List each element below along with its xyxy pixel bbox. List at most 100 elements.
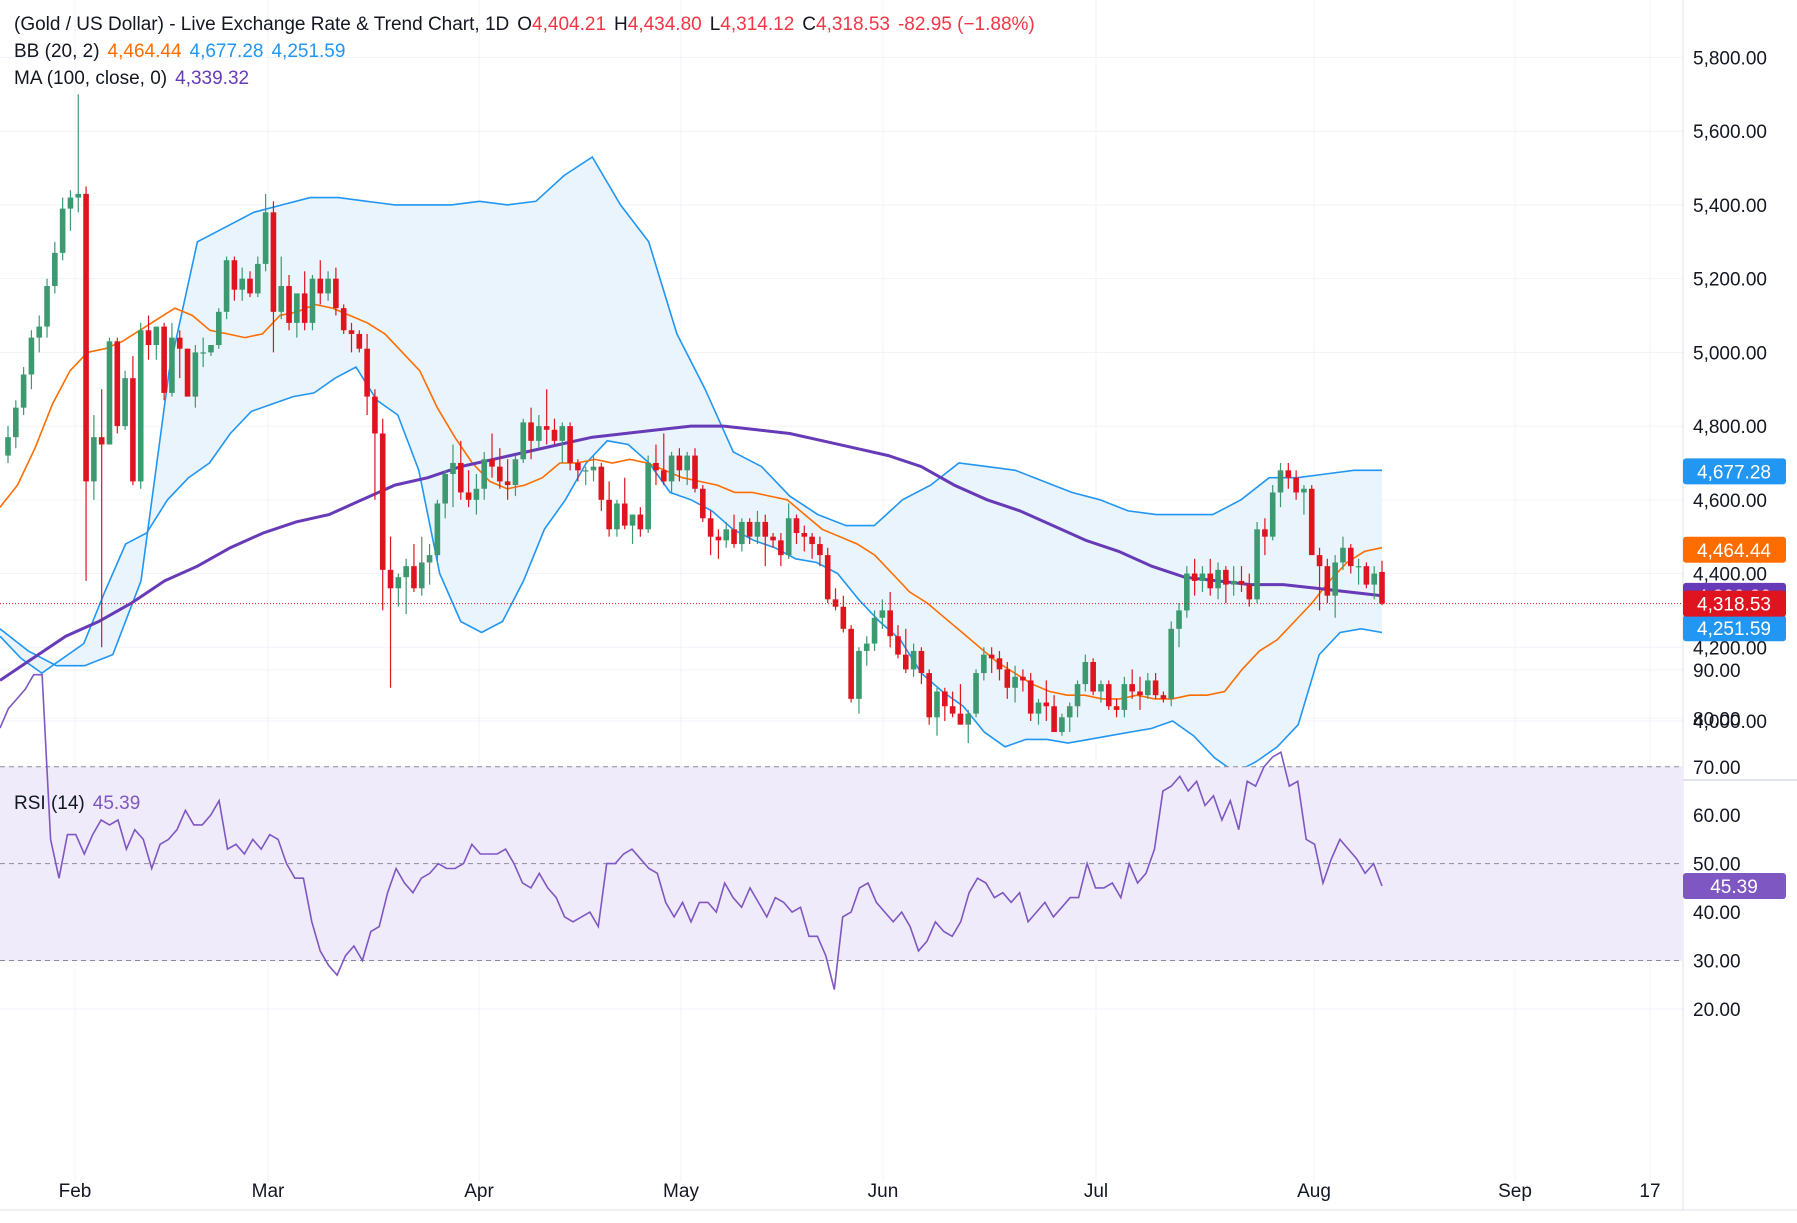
candle-body bbox=[942, 691, 948, 707]
open-value: 4,404.21 bbox=[532, 14, 607, 35]
candle-body bbox=[762, 521, 769, 537]
candle-body bbox=[512, 459, 519, 486]
price-tick-label: 5,200.00 bbox=[1693, 270, 1767, 291]
open-label: O bbox=[517, 14, 533, 35]
candle-body bbox=[1051, 706, 1057, 733]
candle-body bbox=[567, 426, 573, 463]
candle-body bbox=[44, 286, 50, 327]
candle-body bbox=[1277, 470, 1284, 493]
candle-body bbox=[965, 713, 972, 725]
candle-body bbox=[395, 577, 402, 589]
candle-body bbox=[739, 521, 745, 545]
candle-body bbox=[465, 492, 472, 500]
candle-body bbox=[590, 466, 597, 471]
candle-body bbox=[114, 341, 121, 427]
candle-body bbox=[270, 212, 277, 312]
bb-upper-line bbox=[0, 155, 1382, 667]
candle-body bbox=[582, 470, 589, 472]
candle-body bbox=[1371, 573, 1377, 585]
bb-upper-tag-bg bbox=[1683, 458, 1786, 485]
candle-body bbox=[153, 326, 160, 346]
candle-body bbox=[1059, 717, 1065, 733]
bb-legend[interactable]: BB (20, 2) 4,464.44 4,677.28 4,251.59 bbox=[14, 41, 353, 63]
candle-body bbox=[1262, 529, 1268, 537]
rsi-tick-label: 70.00 bbox=[1693, 758, 1741, 779]
candle-body bbox=[824, 555, 831, 600]
price-axis: 4,000.00 4,200.00 4,400.00 4,600.00 4,800.00… bbox=[59, 48, 1767, 1202]
candle-body bbox=[489, 459, 495, 467]
candle-body bbox=[684, 455, 690, 471]
candle-body bbox=[887, 610, 893, 637]
candle-body bbox=[325, 278, 331, 294]
candle-body bbox=[778, 540, 784, 556]
price-tags: 4,677.284,464.444,339.324,251.594,318.53… bbox=[1683, 458, 1786, 899]
candle-body bbox=[902, 654, 909, 670]
candle-body bbox=[723, 529, 730, 541]
candle-body bbox=[348, 330, 355, 334]
high-label: H bbox=[614, 14, 628, 35]
candle-body bbox=[255, 263, 261, 294]
close-value: 4,318.53 bbox=[816, 14, 890, 35]
candle-body bbox=[1184, 573, 1190, 611]
candle-body bbox=[28, 337, 35, 375]
price-tick-label: 4,400.00 bbox=[1693, 565, 1767, 586]
candle-body bbox=[973, 673, 979, 714]
candle-body bbox=[1340, 547, 1346, 563]
ma-label: MA (100, close, 0) bbox=[14, 68, 168, 89]
candle-body bbox=[957, 713, 964, 725]
rsi-line bbox=[0, 673, 1383, 990]
candle-body bbox=[333, 278, 339, 309]
candle-body bbox=[879, 610, 886, 618]
candle-body bbox=[36, 326, 43, 338]
candle-body bbox=[528, 422, 534, 441]
moving-average-line bbox=[0, 424, 1383, 682]
bb-lower-tag: 4,251.59 bbox=[1697, 619, 1771, 640]
candlestick-series[interactable] bbox=[0, 94, 1683, 744]
candle-body bbox=[497, 466, 503, 482]
candle-body bbox=[793, 518, 800, 533]
price-tick-label: 4,200.00 bbox=[1693, 638, 1767, 659]
candle-body bbox=[83, 193, 89, 482]
candle-body bbox=[1012, 676, 1018, 688]
bb-label: BB (20, 2) bbox=[14, 41, 100, 62]
candle-body bbox=[848, 628, 854, 699]
candle-body bbox=[239, 278, 246, 290]
candle-body bbox=[871, 617, 878, 644]
candle-body bbox=[770, 536, 776, 541]
time-tick-label: May bbox=[663, 1181, 699, 1202]
candle-body bbox=[200, 352, 206, 354]
rsi-value: 45.39 bbox=[92, 793, 141, 814]
candle-body bbox=[559, 426, 566, 441]
candle-body bbox=[988, 654, 995, 659]
rsi-tick-label: 40.00 bbox=[1693, 903, 1741, 924]
candle-body bbox=[614, 503, 620, 530]
candle-body bbox=[98, 437, 105, 445]
time-tick-label: Jul bbox=[1084, 1181, 1108, 1202]
candle-body bbox=[832, 599, 839, 607]
time-tick-label: Sep bbox=[1498, 1181, 1532, 1202]
candle-body bbox=[1074, 684, 1081, 707]
rsi-tick-label: 60.00 bbox=[1693, 806, 1741, 827]
candle-body bbox=[106, 341, 113, 445]
close-label: C bbox=[802, 14, 816, 35]
candle-body bbox=[1332, 562, 1338, 596]
ma-legend[interactable]: MA (100, close, 0) 4,339.32 bbox=[14, 68, 257, 90]
candle-body bbox=[801, 532, 808, 537]
candle-body bbox=[856, 650, 862, 699]
candle-body bbox=[1129, 684, 1135, 692]
candle-body bbox=[817, 544, 823, 556]
candle-body bbox=[1223, 569, 1229, 585]
candle-body bbox=[598, 466, 605, 500]
rsi-legend[interactable]: RSI (14) 45.39 bbox=[14, 793, 148, 815]
candle-body bbox=[1066, 706, 1073, 718]
rsi-label: RSI (14) bbox=[14, 793, 85, 814]
candle-body bbox=[910, 650, 917, 670]
candle-body bbox=[247, 278, 253, 294]
candle-body bbox=[20, 374, 27, 408]
symbol-title[interactable]: (Gold / US Dollar) - Live Exchange Rate … bbox=[14, 14, 510, 35]
candle-body bbox=[481, 459, 488, 489]
candle-body bbox=[1238, 580, 1245, 585]
candle-body bbox=[653, 462, 659, 471]
candle-body bbox=[1363, 566, 1370, 585]
